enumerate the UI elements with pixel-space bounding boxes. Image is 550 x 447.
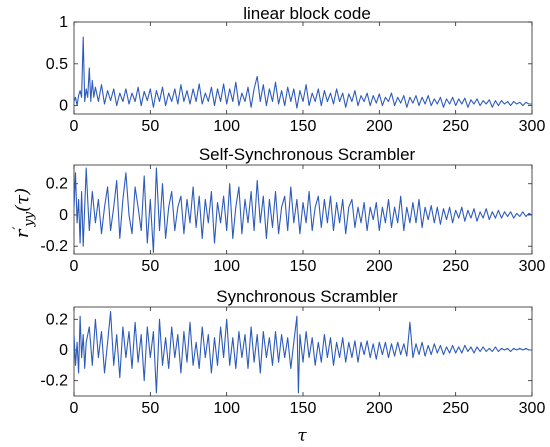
x-tick-label: 200: [366, 400, 393, 417]
x-tick-label: 250: [442, 118, 469, 135]
y-tick-labels: -0.2 0 0.2: [40, 176, 68, 255]
x-tick-label: 50: [141, 400, 159, 417]
x-tick-label: 150: [290, 258, 317, 275]
x-tick-label: 0: [70, 118, 79, 135]
subplot-self-synchronous-scrambler: Self-Synchronous Scrambler -0.2 0 0.2 0 …: [11, 145, 545, 275]
y-tick-label: -0.2: [40, 238, 68, 255]
y-tick-label: -0.2: [40, 373, 68, 390]
x-tick-label: 0: [70, 400, 79, 417]
y-tick-labels: 0 0.5 1: [46, 14, 68, 115]
x-tick-label: 300: [519, 400, 546, 417]
x-tick-label: 100: [213, 118, 240, 135]
x-tick-labels: 0 50 100 150 200 250 300: [70, 258, 546, 275]
series-line: [73, 311, 532, 394]
x-tick-label: 300: [519, 118, 546, 135]
x-tick-label: 100: [213, 400, 240, 417]
x-tick-labels: 0 50 100 150 200 250 300: [70, 400, 546, 417]
subplot-synchronous-scrambler: Synchronous Scrambler -0.2 0 0.2 0 50 10…: [40, 287, 545, 446]
x-tick-labels: 0 50 100 150 200 250 300: [70, 118, 546, 135]
x-tick-label: 300: [519, 258, 546, 275]
y-tick-label: 0.2: [46, 176, 68, 193]
x-tick-label: 0: [70, 258, 79, 275]
series-line: [73, 167, 533, 253]
x-tick-label: 250: [442, 400, 469, 417]
y-tick-label: 0: [59, 342, 68, 359]
x-tick-label: 150: [290, 118, 317, 135]
x-tick-label: 250: [442, 258, 469, 275]
subplot-title: Synchronous Scrambler: [216, 287, 398, 306]
y-axis-label: r′yy(τ): [11, 188, 37, 238]
subplot-linear-block-code: linear block code 0 0.5 1 0 50 100 150 2…: [46, 4, 546, 135]
x-tick-label: 100: [213, 258, 240, 275]
subplot-title: linear block code: [243, 4, 371, 23]
x-tick-label: 150: [290, 400, 317, 417]
y-tick-label: 0.5: [46, 56, 68, 73]
y-tick-label: 0: [59, 98, 68, 115]
x-tick-label: 200: [366, 118, 393, 135]
subplot-title: Self-Synchronous Scrambler: [199, 145, 416, 164]
x-tick-label: 50: [141, 118, 159, 135]
x-tick-label: 50: [141, 258, 159, 275]
y-tick-labels: -0.2 0 0.2: [40, 311, 68, 389]
x-axis-label: τ: [297, 426, 307, 446]
series-line: [73, 36, 532, 109]
x-tick-label: 200: [366, 258, 393, 275]
y-tick-label: 0: [59, 207, 68, 224]
y-tick-label: 0.2: [46, 311, 68, 328]
y-tick-label: 1: [59, 14, 68, 31]
